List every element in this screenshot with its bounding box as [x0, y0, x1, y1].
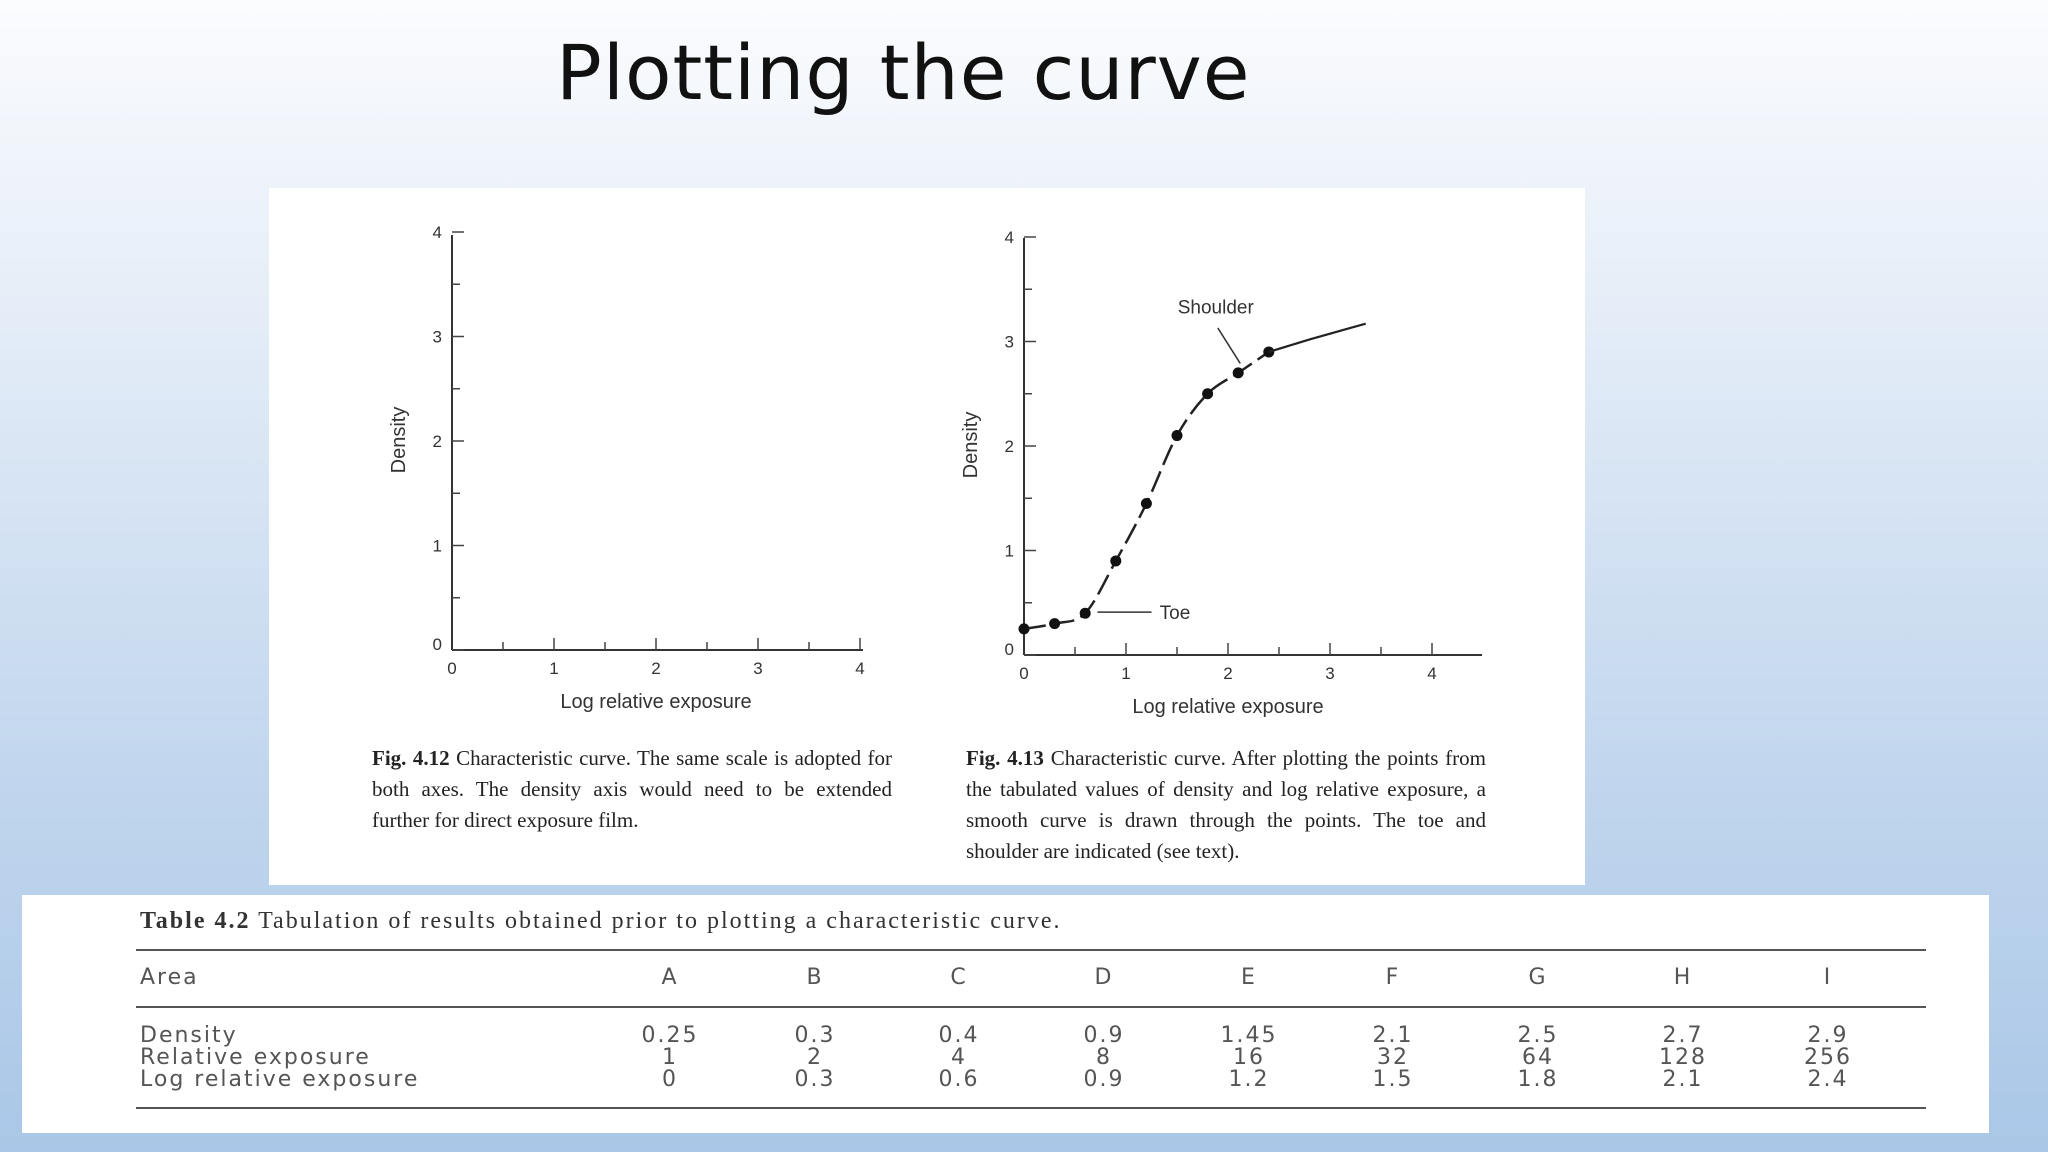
fig-4-13-curve-extension	[1268, 322, 1366, 354]
fig-4-13-x-tick-label: 1	[1121, 664, 1130, 683]
table-caption-label: Table 4.2	[140, 908, 251, 934]
table-header-cell: H	[1673, 965, 1693, 990]
fig-4-13-data-point	[1049, 618, 1061, 630]
fig-4-12-y-tick-label: 3	[433, 328, 442, 347]
table-caption-text: Tabulation of results obtained prior to …	[258, 908, 1062, 934]
fig-4-13-caption: Fig. 4.13 Characteristic curve. After pl…	[966, 743, 1486, 867]
fig-4-12-x-tick-label: 0	[447, 659, 456, 678]
fig-4-13-data-point	[1018, 623, 1030, 635]
table-cell: 128	[1659, 1045, 1707, 1070]
table-cell: 0.3	[794, 1023, 836, 1048]
table-cell: 1.45	[1220, 1023, 1278, 1048]
table-4-2: Table 4.2 Tabulation of results obtained…	[22, 895, 1989, 1133]
table-cell: 0.25	[641, 1023, 699, 1048]
table-cell: 2.9	[1807, 1023, 1849, 1048]
table-cell: 1.2	[1228, 1067, 1270, 1092]
table-cell: 0	[662, 1067, 678, 1092]
fig-4-12-y-tick-label: 1	[433, 537, 442, 556]
table-cell: 2.1	[1372, 1023, 1414, 1048]
fig-4-12-y-tick-label: 0	[433, 635, 442, 654]
fig-4-12-x-tick-label: 2	[651, 659, 660, 678]
table-row-label: Log relative exposure	[140, 1067, 420, 1092]
table-cell: 1	[662, 1045, 678, 1070]
table-cell: 0.3	[794, 1067, 836, 1092]
table-cell: 32	[1377, 1045, 1409, 1070]
fig-4-13-y-tick-label: 0	[1005, 640, 1014, 659]
table-cell: 0.6	[938, 1067, 980, 1092]
table-header-cell: E	[1241, 965, 1257, 990]
fig-4-13-data-point	[1110, 555, 1122, 567]
table-header-cell: F	[1385, 965, 1401, 990]
fig-4-12-x-axis-label: Log relative exposure	[560, 691, 751, 713]
fig-4-13-x-tick-label: 0	[1019, 664, 1028, 683]
fig-4-13-y-tick-label: 1	[1005, 542, 1014, 561]
table-header-cell: A	[661, 965, 679, 990]
slide-title: Plotting the curve	[556, 28, 1251, 117]
table-rule-header	[136, 1006, 1926, 1008]
fig-4-13-y-tick-label: 2	[1005, 437, 1014, 456]
fig-4-13-y-axis-label: Density	[960, 412, 982, 479]
fig-4-12-x-tick-label: 4	[855, 659, 864, 678]
table-caption: Table 4.2 Tabulation of results obtained…	[140, 908, 1062, 935]
fig-4-12-y-tick-label: 4	[433, 223, 442, 242]
fig-4-13-shoulder-annotation: Shoulder	[1178, 297, 1255, 318]
table-cell: 2.5	[1517, 1023, 1559, 1048]
table-header-cell: G	[1528, 965, 1548, 990]
table-cell: 2.4	[1807, 1067, 1849, 1092]
fig-4-13-text: Characteristic curve. After plotting the…	[966, 746, 1487, 863]
fig-4-12-caption: Fig. 4.12 Characteristic curve. The same…	[372, 743, 892, 836]
table-header-cell: D	[1094, 965, 1114, 990]
table-cell: 2	[807, 1045, 823, 1070]
fig-4-12-x-tick-label: 1	[549, 659, 558, 678]
table-cell: 4	[951, 1045, 967, 1070]
table-cell: 256	[1804, 1045, 1852, 1070]
fig-4-13-x-axis-label: Log relative exposure	[1132, 696, 1323, 718]
table-cell: 0.9	[1083, 1023, 1125, 1048]
table-row-label: Relative exposure	[140, 1045, 371, 1070]
table-cell: 2.7	[1662, 1023, 1704, 1048]
fig-4-13-data-point	[1232, 367, 1244, 379]
table-rule-bottom	[136, 1107, 1926, 1109]
fig-4-12-x-tick-label: 3	[753, 659, 762, 678]
table-cell: 0.4	[938, 1023, 980, 1048]
fig-4-12-y-tick-label: 2	[433, 432, 442, 451]
fig-4-13-curve	[1023, 350, 1270, 631]
fig-4-13-y-tick-label: 4	[1005, 228, 1014, 247]
fig-4-13-data-point	[1171, 430, 1183, 442]
fig-4-13-data-point	[1202, 388, 1214, 400]
fig-4-12-label: Fig. 4.12	[372, 746, 450, 770]
table-cell: 0.9	[1083, 1067, 1125, 1092]
fig-4-13-x-tick-label: 3	[1325, 664, 1334, 683]
fig-4-13-shoulder-pointer	[1217, 327, 1241, 364]
table-cell: 1.8	[1517, 1067, 1559, 1092]
fig-4-13-data-point	[1079, 607, 1091, 619]
characteristic-curve-figures: 0 1 2 3 4 0 1 2 3 4 Log relative exposure Density 0 1…	[388, 223, 1482, 718]
fig-4-12-y-axis-label: Density	[388, 407, 410, 474]
table-rule-top	[136, 949, 1926, 951]
table-cell: 64	[1522, 1045, 1554, 1070]
fig-4-13-x-tick-label: 4	[1427, 664, 1436, 683]
fig-4-12-text: Characteristic curve. The same scale is …	[372, 746, 892, 832]
table-cell: 1.5	[1372, 1067, 1414, 1092]
table-header-cell: C	[950, 965, 968, 990]
table-row-label: Density	[140, 1023, 238, 1048]
fig-4-13-label: Fig. 4.13	[966, 746, 1044, 770]
table-header-area: Area	[140, 965, 199, 990]
fig-4-13-x-tick-label: 2	[1223, 664, 1232, 683]
table-header-cell: I	[1823, 965, 1833, 990]
table-cell: 8	[1096, 1045, 1112, 1070]
table-cell: 2.1	[1662, 1067, 1704, 1092]
table-header-cell: B	[806, 965, 824, 990]
fig-4-13-y-tick-label: 3	[1005, 333, 1014, 352]
table-cell: 16	[1233, 1045, 1265, 1070]
fig-4-13-data-point	[1140, 497, 1152, 509]
fig-4-13-toe-annotation: Toe	[1160, 603, 1191, 624]
figure-panel: 0 1 2 3 4 0 1 2 3 4 Log relative exposure Density 0 1…	[269, 188, 1585, 885]
